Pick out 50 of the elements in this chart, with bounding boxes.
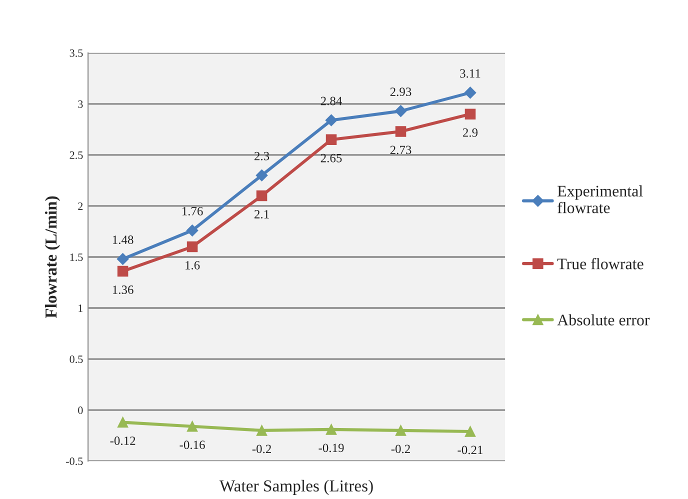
- point: [256, 169, 268, 182]
- data-label: 2.84: [320, 96, 342, 106]
- y-tick-label: -0.5: [66, 458, 83, 466]
- data-label: 1.76: [182, 207, 203, 216]
- point: [186, 241, 198, 252]
- point: [326, 424, 337, 435]
- point: [256, 190, 268, 202]
- data-label: 1.48: [112, 236, 134, 244]
- y-tick-label: 1: [78, 304, 83, 312]
- data-label: -0.16: [180, 440, 205, 450]
- data-label: 2.73: [390, 146, 412, 154]
- point: [186, 224, 198, 236]
- y-tick-label: 1.5: [70, 254, 83, 261]
- data-label: 1.36: [112, 286, 134, 294]
- data-label: 2.3: [254, 152, 270, 160]
- legend-label: True flowrate: [557, 258, 644, 270]
- y-tick-label: 0.5: [70, 355, 83, 364]
- data-label: -0.19: [318, 444, 344, 452]
- y-axis-title: Flowrate (L/min): [44, 196, 60, 318]
- point: [464, 426, 476, 437]
- data-label: -0.2: [391, 444, 410, 454]
- point: [325, 114, 338, 126]
- point: [256, 425, 268, 436]
- legend-label: Experimental flowrate: [558, 185, 643, 214]
- data-label: 3.11: [460, 69, 480, 78]
- point: [395, 126, 406, 137]
- data-label: 1.6: [186, 261, 200, 270]
- x-axis-title: Water Samples (Litres): [219, 480, 373, 495]
- data-label: 2.9: [462, 128, 478, 137]
- point: [186, 421, 198, 432]
- y-tick-label: 3.5: [70, 49, 83, 57]
- data-label: 2.93: [390, 88, 412, 96]
- data-label: -0.2: [252, 444, 271, 454]
- data-label: 2.65: [320, 154, 342, 162]
- point: [395, 425, 406, 436]
- y-tick-label: 0: [78, 406, 83, 414]
- point: [326, 134, 337, 146]
- legend-label: Absolute error: [557, 314, 650, 326]
- point: [464, 86, 476, 99]
- point: [117, 266, 128, 277]
- data-label: -0.12: [110, 436, 136, 446]
- data-label: 2.1: [254, 210, 269, 218]
- data-label: -0.21: [458, 446, 483, 454]
- point: [117, 416, 128, 428]
- y-tick-label: 3: [78, 100, 83, 108]
- point: [464, 108, 476, 120]
- y-tick-label: 2: [78, 202, 83, 210]
- point: [394, 105, 407, 117]
- y-tick-label: 2.5: [70, 151, 83, 159]
- point: [116, 253, 129, 265]
